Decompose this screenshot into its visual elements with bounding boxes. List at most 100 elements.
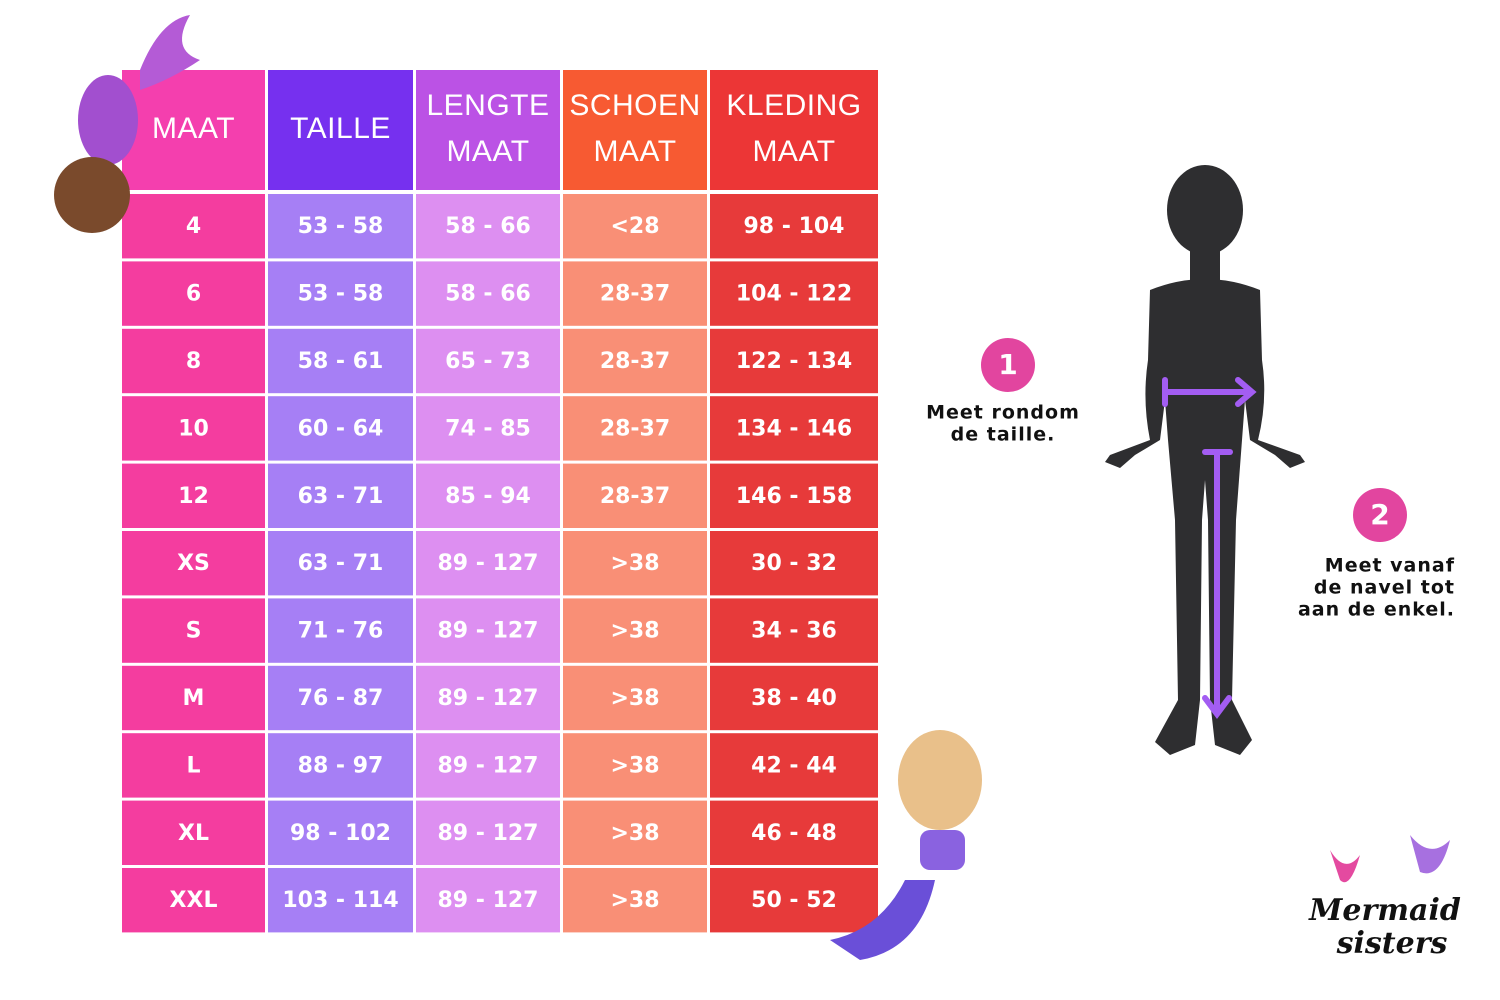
table-cell xyxy=(416,328,560,394)
measure-arrows xyxy=(1162,377,1257,719)
cell-text: 103 - 114 xyxy=(282,888,398,913)
cell-text: 104 - 122 xyxy=(736,282,852,307)
cell-text: >38 xyxy=(610,888,659,913)
cell-text: S xyxy=(186,619,202,644)
cell-text: 53 - 58 xyxy=(298,282,384,307)
table-cell xyxy=(563,261,707,326)
table-cell xyxy=(122,598,265,663)
step-text: Meet rondom xyxy=(926,402,1080,424)
table-cell xyxy=(416,868,560,933)
table-cell xyxy=(122,194,265,259)
header-label: LENGTE xyxy=(426,89,549,122)
table-cell xyxy=(122,665,265,731)
cell-text: 134 - 146 xyxy=(736,416,852,441)
table-cell xyxy=(563,194,707,259)
table-cell xyxy=(563,328,707,394)
cell-text: 60 - 64 xyxy=(298,416,384,441)
table-cell xyxy=(563,531,707,596)
table-cell xyxy=(268,800,413,865)
cell-text: 98 - 104 xyxy=(744,214,845,239)
body-silhouette xyxy=(1105,165,1305,755)
cell-text: 8 xyxy=(186,349,201,374)
table-cell xyxy=(710,733,878,798)
header-label: KLEDING xyxy=(726,89,861,122)
step-number: 1 xyxy=(998,348,1017,381)
table-cell xyxy=(416,598,560,663)
cell-text: >38 xyxy=(610,551,659,576)
cell-text: 6 xyxy=(186,282,201,307)
table-cell xyxy=(563,396,707,461)
table-cell xyxy=(268,261,413,326)
header-cell xyxy=(416,70,560,190)
cell-text: XL xyxy=(178,821,209,846)
mermaid-decoration xyxy=(54,15,982,960)
cell-text: M xyxy=(183,686,205,711)
table-cell xyxy=(563,733,707,798)
table-cell xyxy=(563,800,707,865)
cell-text: 38 - 40 xyxy=(751,686,837,711)
cell-text: 58 - 66 xyxy=(445,282,531,307)
table-cell xyxy=(710,868,878,933)
step-text: de navel tot xyxy=(1314,577,1455,599)
table-cell xyxy=(122,531,265,596)
step-badge xyxy=(981,338,1035,392)
cell-text: 63 - 71 xyxy=(298,551,384,576)
step-text: Meet vanaf xyxy=(1325,555,1455,577)
cell-text: 4 xyxy=(186,214,201,239)
cell-text: 89 - 127 xyxy=(438,686,539,711)
table-cell xyxy=(416,531,560,596)
cell-text: 58 - 61 xyxy=(298,349,384,374)
table-cell xyxy=(416,463,560,528)
size-table: MAAT TAILLE LENGTE MAAT SCHOEN MAAT KLEDING MAA… xyxy=(122,70,878,933)
table-cell xyxy=(268,396,413,461)
cell-text: 89 - 127 xyxy=(438,888,539,913)
table-cell xyxy=(416,800,560,865)
table-cell xyxy=(563,598,707,663)
step-text: aan de enkel. xyxy=(1298,599,1455,621)
header-label: TAILLE xyxy=(290,112,391,145)
cell-text: 74 - 85 xyxy=(445,416,531,441)
cell-text: >38 xyxy=(610,753,659,778)
cell-text: 42 - 44 xyxy=(751,753,837,778)
table-cell xyxy=(268,733,413,798)
cell-text: 53 - 58 xyxy=(298,214,384,239)
header-cell xyxy=(122,70,265,190)
table-cell xyxy=(416,733,560,798)
cell-text: XS xyxy=(177,551,210,576)
cell-text: 10 xyxy=(178,416,209,441)
step-text: de taille. xyxy=(951,424,1056,446)
table-cell xyxy=(416,194,560,259)
cell-text: 30 - 32 xyxy=(751,551,837,576)
logo-text: Mermaid xyxy=(1308,893,1461,928)
cell-text: 28-37 xyxy=(600,282,670,307)
step-number: 2 xyxy=(1370,498,1389,531)
table-cell xyxy=(710,396,878,461)
header-label: SCHOEN xyxy=(569,89,700,122)
table-cell xyxy=(122,261,265,326)
table-cell xyxy=(416,665,560,731)
cell-text: 50 - 52 xyxy=(751,888,837,913)
cell-text: 76 - 87 xyxy=(298,686,384,711)
header-label: MAAT xyxy=(446,135,529,168)
logo-text: sisters xyxy=(1336,926,1448,961)
cell-text: 89 - 127 xyxy=(438,821,539,846)
table-cell xyxy=(268,194,413,259)
cell-text: <28 xyxy=(610,214,659,239)
header-label: MAAT xyxy=(593,135,676,168)
cell-text: 122 - 134 xyxy=(736,349,852,374)
cell-text: 28-37 xyxy=(600,416,670,441)
cell-text: >38 xyxy=(610,686,659,711)
table-cell xyxy=(563,868,707,933)
table-cell xyxy=(416,261,560,326)
table-cell xyxy=(268,598,413,663)
cell-text: 89 - 127 xyxy=(438,619,539,644)
cell-text: 89 - 127 xyxy=(438,753,539,778)
cell-text: 88 - 97 xyxy=(298,753,384,778)
cell-text: 46 - 48 xyxy=(751,821,837,846)
table-cell xyxy=(710,531,878,596)
cell-text: 28-37 xyxy=(600,484,670,509)
table-cell xyxy=(710,194,878,259)
table-cell xyxy=(268,868,413,933)
